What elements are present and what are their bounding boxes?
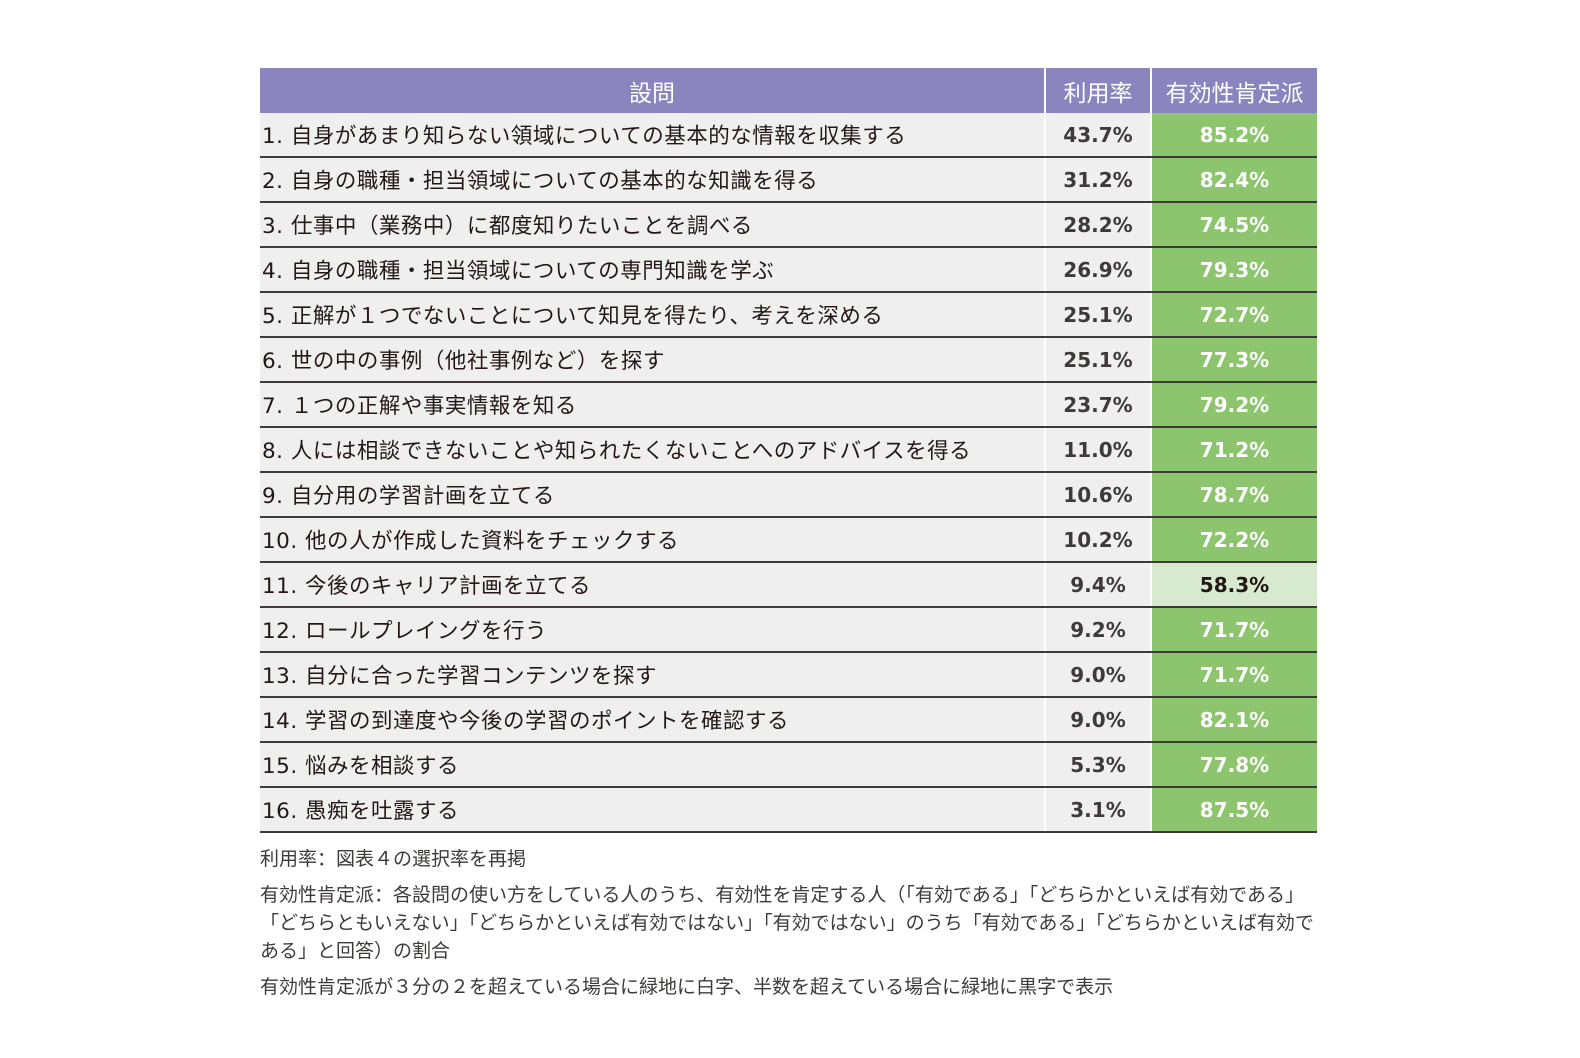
usage-cell: 31.2%: [1044, 157, 1151, 203]
table-row: 4. 自身の職種・担当領域についての専門知識を学ぶ 26.9% 79.3%: [260, 247, 1317, 293]
question-cell: 14. 学習の到達度や今後の学習のポイントを確認する: [260, 697, 1045, 743]
notes: 利用率：図表４の選択率を再掲 有効性肯定派：各設問の使い方をしている人のうち、有…: [260, 845, 1320, 1009]
table-row: 14. 学習の到達度や今後の学習のポイントを確認する 9.0% 82.1%: [260, 697, 1317, 743]
question-cell: 7. １つの正解や事実情報を知る: [260, 382, 1045, 428]
effective-cell: 77.8%: [1150, 742, 1317, 788]
usage-cell: 9.0%: [1044, 652, 1151, 698]
usage-cell: 25.1%: [1044, 337, 1151, 383]
table-row: 7. １つの正解や事実情報を知る 23.7% 79.2%: [260, 382, 1317, 428]
table-header-row: 設問 利用率 有効性肯定派: [260, 68, 1317, 113]
table-row: 12. ロールプレイングを行う 9.2% 71.7%: [260, 607, 1317, 653]
table-row: 15. 悩みを相談する 5.3% 77.8%: [260, 742, 1317, 788]
table-row: 2. 自身の職種・担当領域についての基本的な知識を得る 31.2% 82.4%: [260, 157, 1317, 203]
table-row: 13. 自分に合った学習コンテンツを探す 9.0% 71.7%: [260, 652, 1317, 698]
usage-cell: 28.2%: [1044, 202, 1151, 248]
table-row: 6. 世の中の事例（他社事例など）を探す 25.1% 77.3%: [260, 337, 1317, 383]
effective-cell: 72.7%: [1150, 292, 1317, 338]
question-cell: 5. 正解が１つでないことについて知見を得たり、考えを深める: [260, 292, 1045, 338]
table-row: 10. 他の人が作成した資料をチェックする 10.2% 72.2%: [260, 517, 1317, 563]
note-usage: 利用率：図表４の選択率を再掲: [260, 848, 527, 870]
effective-cell: 82.4%: [1150, 157, 1317, 203]
table-row: 3. 仕事中（業務中）に都度知りたいことを調べる 28.2% 74.5%: [260, 202, 1317, 248]
question-cell: 15. 悩みを相談する: [260, 742, 1045, 788]
header-question: 設問: [260, 68, 1045, 113]
table-row: 1. 自身があまり知らない領域についての基本的な情報を収集する 43.7% 85.2…: [260, 113, 1317, 158]
effective-cell: 71.7%: [1150, 607, 1317, 653]
effective-cell: 87.5%: [1150, 787, 1317, 833]
effective-cell: 85.2%: [1150, 113, 1317, 158]
effective-cell: 77.3%: [1150, 337, 1317, 383]
usage-cell: 5.3%: [1044, 742, 1151, 788]
effective-cell: 79.2%: [1150, 382, 1317, 428]
question-cell: 2. 自身の職種・担当領域についての基本的な知識を得る: [260, 157, 1045, 203]
table-row: 8. 人には相談できないことや知られたくないことへのアドバイスを得る 11.0% 7…: [260, 427, 1317, 473]
usage-cell: 10.6%: [1044, 472, 1151, 518]
table-row: 11. 今後のキャリア計画を立てる 9.4% 58.3%: [260, 562, 1317, 608]
note-effective-definition: 有効性肯定派：各設問の使い方をしている人のうち、有効性を肯定する人（「有効である…: [260, 884, 1314, 962]
usage-cell: 9.4%: [1044, 562, 1151, 608]
table-row: 16. 愚痴を吐露する 3.1% 87.5%: [260, 787, 1317, 833]
usage-cell: 43.7%: [1044, 113, 1151, 158]
note-color-legend: 有効性肯定派が３分の２を超えている場合に緑地に白字、半数を超えている場合に緑地に…: [260, 976, 1114, 998]
usage-cell: 9.2%: [1044, 607, 1151, 653]
effective-cell: 74.5%: [1150, 202, 1317, 248]
header-usage: 利用率: [1044, 68, 1151, 113]
header-effective: 有効性肯定派: [1150, 68, 1317, 113]
effective-cell: 71.2%: [1150, 427, 1317, 473]
effective-cell: 78.7%: [1150, 472, 1317, 518]
question-cell: 6. 世の中の事例（他社事例など）を探す: [260, 337, 1045, 383]
effectiveness-table: 設問 利用率 有効性肯定派 1. 自身があまり知らない領域についての基本的な情報…: [260, 68, 1317, 833]
effective-cell: 72.2%: [1150, 517, 1317, 563]
usage-cell: 26.9%: [1044, 247, 1151, 293]
question-cell: 13. 自分に合った学習コンテンツを探す: [260, 652, 1045, 698]
question-cell: 16. 愚痴を吐露する: [260, 787, 1045, 833]
table-row: 5. 正解が１つでないことについて知見を得たり、考えを深める 25.1% 72.7%: [260, 292, 1317, 338]
usage-cell: 11.0%: [1044, 427, 1151, 473]
usage-cell: 10.2%: [1044, 517, 1151, 563]
question-cell: 1. 自身があまり知らない領域についての基本的な情報を収集する: [260, 113, 1045, 158]
question-cell: 8. 人には相談できないことや知られたくないことへのアドバイスを得る: [260, 427, 1045, 473]
table-body: 1. 自身があまり知らない領域についての基本的な情報を収集する 43.7% 85.2…: [260, 113, 1317, 833]
question-cell: 12. ロールプレイングを行う: [260, 607, 1045, 653]
effective-cell: 58.3%: [1150, 562, 1317, 608]
question-cell: 9. 自分用の学習計画を立てる: [260, 472, 1045, 518]
usage-cell: 9.0%: [1044, 697, 1151, 743]
usage-cell: 3.1%: [1044, 787, 1151, 833]
usage-cell: 23.7%: [1044, 382, 1151, 428]
question-cell: 3. 仕事中（業務中）に都度知りたいことを調べる: [260, 202, 1045, 248]
question-cell: 11. 今後のキャリア計画を立てる: [260, 562, 1045, 608]
table-row: 9. 自分用の学習計画を立てる 10.6% 78.7%: [260, 472, 1317, 518]
question-cell: 10. 他の人が作成した資料をチェックする: [260, 517, 1045, 563]
effective-cell: 79.3%: [1150, 247, 1317, 293]
effective-cell: 82.1%: [1150, 697, 1317, 743]
question-cell: 4. 自身の職種・担当領域についての専門知識を学ぶ: [260, 247, 1045, 293]
effective-cell: 71.7%: [1150, 652, 1317, 698]
usage-cell: 25.1%: [1044, 292, 1151, 338]
